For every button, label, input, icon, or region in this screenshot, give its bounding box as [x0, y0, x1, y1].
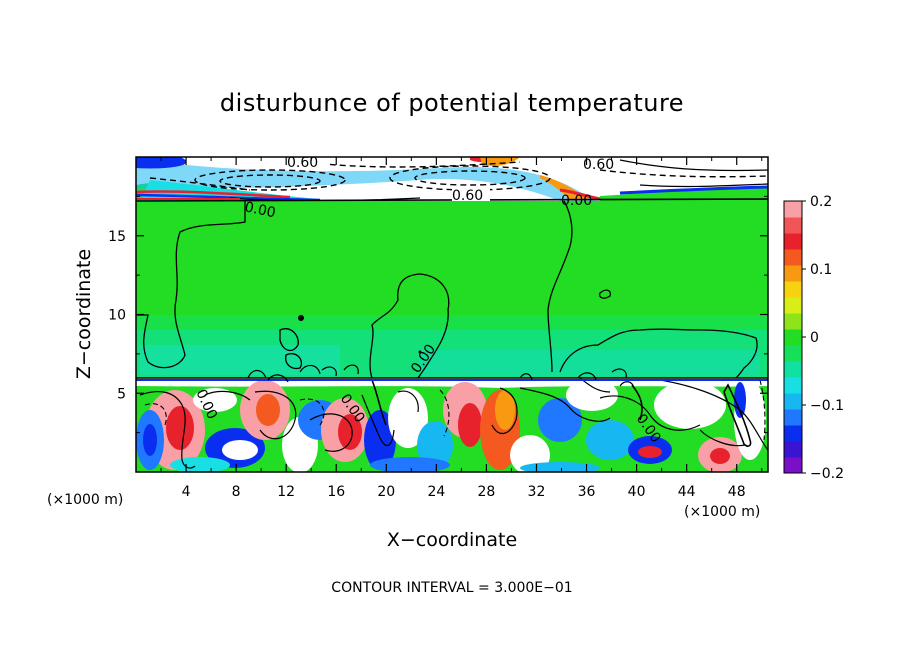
- contour-label: 0.00: [561, 193, 592, 209]
- y-tick-label: 10: [108, 308, 126, 324]
- contour-label: 0.60: [287, 155, 318, 171]
- y-axis-ticks: 5 10 15: [108, 195, 768, 434]
- x-tick-label: 16: [327, 484, 345, 500]
- x-tick-label: 12: [277, 484, 295, 500]
- lower-layer-field: [136, 378, 768, 472]
- colorbar-swatch: [784, 329, 802, 346]
- colorbar-tick-label: −0.1: [810, 398, 844, 414]
- x-unit-right: (×1000 m): [684, 504, 760, 520]
- colorbar-tick-label: 0.2: [810, 194, 832, 210]
- x-unit-left: (×1000 m): [47, 492, 123, 508]
- plot-area: 0.60 0.60 0.60 0.00 0.00 0.00 0.00 0.00 …: [136, 155, 768, 472]
- colorbar-swatch: [784, 409, 802, 426]
- y-tick-label: 5: [117, 386, 126, 402]
- x-tick-label: 32: [528, 484, 546, 500]
- contour-label: 0.60: [583, 157, 614, 173]
- interface-color-lines: [136, 198, 768, 381]
- colorbar-swatch: [784, 361, 802, 378]
- colorbar: [784, 201, 802, 474]
- colorbar-swatch: [784, 393, 802, 410]
- colorbar-swatch: [784, 233, 802, 250]
- contour-label: 0.60: [452, 188, 483, 204]
- colorbar-swatch: [784, 377, 802, 394]
- colorbar-swatch: [784, 265, 802, 282]
- x-tick-label: 28: [478, 484, 496, 500]
- colorbar-swatch: [784, 313, 802, 330]
- x-tick-label: 44: [678, 484, 696, 500]
- x-tick-label: 4: [182, 484, 191, 500]
- colorbar-swatch: [784, 297, 802, 314]
- colorbar-tick-labels: 0.2 0.1 0 −0.1 −0.2: [802, 194, 844, 482]
- colorbar-tick-label: 0.1: [810, 262, 832, 278]
- colorbar-swatch: [784, 201, 802, 218]
- colorbar-tick-label: 0: [810, 330, 819, 346]
- colorbar-swatch: [784, 425, 802, 442]
- colorbar-tick-label: −0.2: [810, 466, 844, 482]
- interface-eddies: [247, 364, 635, 389]
- x-tick-label: 40: [628, 484, 646, 500]
- middle-layer-field: [136, 200, 768, 379]
- x-tick-label: 48: [728, 484, 746, 500]
- y-tick-label: 15: [108, 229, 126, 245]
- upper-layer-field: [136, 157, 768, 201]
- colorbar-swatch: [784, 281, 802, 298]
- x-axis-label: X−coordinate: [387, 529, 517, 551]
- x-tick-label: 20: [377, 484, 395, 500]
- colorbar-swatch: [784, 441, 802, 458]
- colorbar-swatch: [784, 249, 802, 266]
- x-tick-label: 8: [232, 484, 241, 500]
- colorbar-swatch: [784, 457, 802, 474]
- colorbar-swatch: [784, 345, 802, 362]
- colorbar-swatch: [784, 217, 802, 234]
- y-axis-label: Z−coordinate: [73, 249, 95, 379]
- contour-interval-note: CONTOUR INTERVAL = 3.000E−01: [331, 580, 572, 596]
- x-axis-ticks: 4 8 12 16 20 24 28 32 36 40 44 48: [160, 157, 763, 500]
- x-tick-label: 24: [427, 484, 445, 500]
- contour-label: 0.00: [243, 199, 277, 221]
- x-tick-label: 36: [578, 484, 596, 500]
- chart-title: disturbunce of potential temperature: [220, 89, 684, 117]
